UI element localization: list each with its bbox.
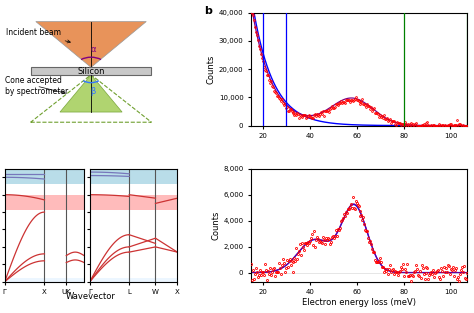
X-axis label: Electron energy loss (meV): Electron energy loss (meV) xyxy=(302,298,416,307)
Text: Incident beam: Incident beam xyxy=(7,28,70,43)
Bar xyxy=(90,278,177,282)
Text: Silicon: Silicon xyxy=(77,67,105,75)
Text: α: α xyxy=(91,45,96,54)
Polygon shape xyxy=(60,75,122,112)
Bar xyxy=(90,169,177,184)
Bar xyxy=(5,278,84,282)
Bar xyxy=(31,67,152,75)
Text: Cone accepted
by spectrometer: Cone accepted by spectrometer xyxy=(5,76,68,96)
Polygon shape xyxy=(36,22,146,67)
Y-axis label: Counts: Counts xyxy=(207,54,216,84)
Bar xyxy=(5,195,84,210)
Text: β: β xyxy=(90,87,95,96)
Text: b: b xyxy=(204,6,211,16)
Text: Wavevector: Wavevector xyxy=(66,292,116,301)
Bar xyxy=(90,195,177,210)
Y-axis label: Counts: Counts xyxy=(211,210,220,240)
Bar xyxy=(5,169,84,184)
